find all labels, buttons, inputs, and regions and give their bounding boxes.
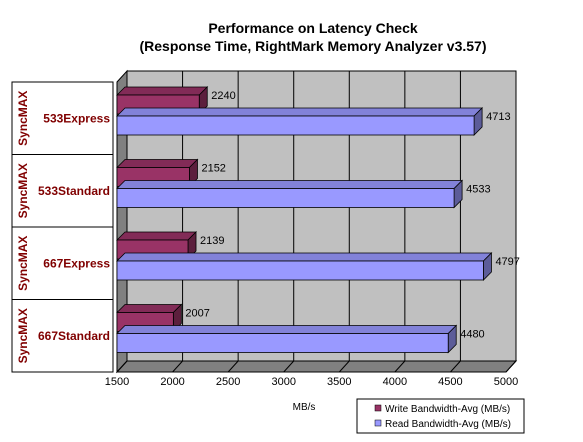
bar-read-667Express <box>116 252 493 281</box>
category-label-667Express: 667Express <box>43 256 110 270</box>
value-label-write-667Express: 2139 <box>200 235 224 247</box>
gridline-floor <box>338 360 350 373</box>
value-label-write-533Express: 2240 <box>211 90 235 102</box>
category-dividers <box>12 154 113 300</box>
x-tick-4000: 4000 <box>383 376 407 388</box>
group-label-667Standard: SyncMAX <box>16 308 30 363</box>
bar-read-667Standard <box>116 324 458 354</box>
value-label-read-533Standard: 4533 <box>466 184 490 196</box>
value-label-read-667Express: 4797 <box>495 256 519 268</box>
bar-read-533Standard <box>116 179 464 209</box>
legend-box <box>356 398 525 434</box>
group-label-667Express: SyncMAX <box>16 236 30 291</box>
plot-area: 2240 4713 2152 4533 2139 4797 2007 4480 <box>115 69 520 374</box>
value-label-read-533Express: 4713 <box>486 111 510 123</box>
x-tick-4500: 4500 <box>438 376 462 388</box>
group-label-533Standard: SyncMAX <box>16 163 30 218</box>
chart-title-line-1: Performance on Latency Check <box>208 20 418 36</box>
category-labels: 533Express SyncMAX 533Standard SyncMAX 667Ex… <box>16 91 110 364</box>
gridline-floor <box>172 360 183 373</box>
x-tick-2000: 2000 <box>160 376 184 388</box>
x-tick-1500: 1500 <box>105 376 129 388</box>
bar-read-533Express <box>116 107 484 136</box>
legend-swatch-read <box>374 419 382 427</box>
x-tick-5000: 5000 <box>494 376 518 388</box>
value-label-read-667Standard: 4480 <box>460 329 484 341</box>
legend-swatch-write <box>374 404 382 412</box>
gridline-floor <box>505 360 517 373</box>
gridline-floor <box>227 360 239 373</box>
x-axis-label: MB/s <box>293 402 316 413</box>
x-tick-3500: 3500 <box>327 376 351 388</box>
x-tick-2500: 2500 <box>216 376 240 388</box>
value-label-write-667Standard: 2007 <box>185 308 209 320</box>
group-label-533Express: SyncMAX <box>16 91 30 146</box>
bar-write-667Express <box>116 231 197 260</box>
gridline-floor <box>116 360 128 373</box>
legend-label-write: Write Bandwidth-Avg (MB/s) <box>385 404 510 415</box>
gridline-floor <box>394 360 406 373</box>
gridline-floor <box>283 360 295 373</box>
x-axis-ticks: 1500 2000 2500 3000 3500 4000 4500 5000 <box>105 376 518 388</box>
gridline-floor <box>450 360 461 373</box>
plot-floor <box>115 360 518 373</box>
legend: Write Bandwidth-Avg (MB/s) Read Bandwidt… <box>356 398 525 434</box>
category-label-533Standard: 533Standard <box>38 184 110 198</box>
x-tick-3000: 3000 <box>271 376 295 388</box>
chart-title-line-2: (Response Time, RightMark Memory Analyze… <box>140 38 487 54</box>
category-label-667Standard: 667Standard <box>38 329 110 343</box>
value-label-write-533Standard: 2152 <box>201 163 225 175</box>
category-label-533Express: 533Express <box>43 111 110 125</box>
legend-label-read: Read Bandwidth-Avg (MB/s) <box>385 419 511 430</box>
